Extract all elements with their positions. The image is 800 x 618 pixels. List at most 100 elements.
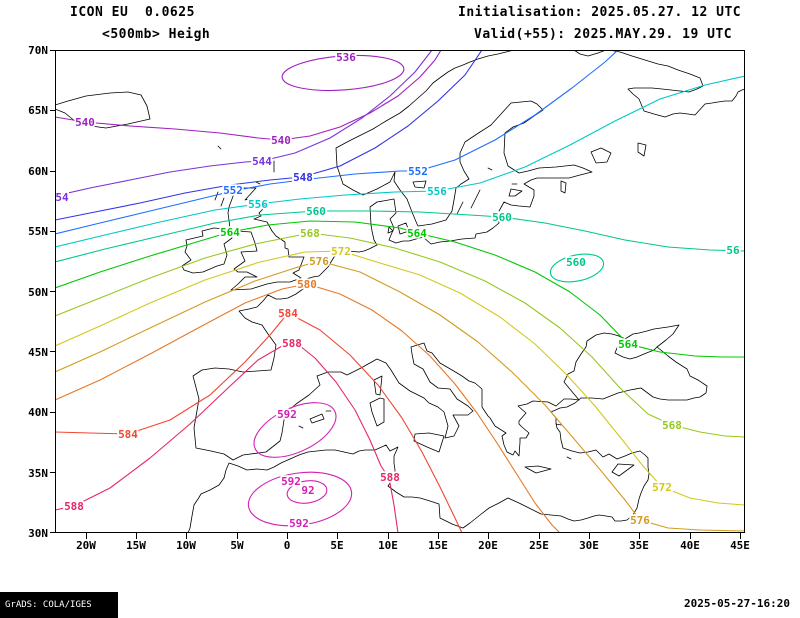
- contour-label-584: 584: [278, 307, 298, 320]
- contour-label-564: 564: [407, 227, 427, 240]
- grads-credit-badge: GrADS: COLA/IGES: [0, 592, 118, 618]
- map-frame: [50, 50, 745, 539]
- contour-label-568: 568: [300, 227, 320, 240]
- island-cyprus: [611, 463, 635, 477]
- contour-label-560: 560: [306, 205, 326, 218]
- lon-label: 5E: [330, 539, 343, 552]
- contour-label-556: 556: [427, 185, 447, 198]
- lon-label: 20E: [478, 539, 498, 552]
- contour-label-536: 536: [336, 51, 356, 64]
- contour-label-564: 564: [618, 338, 638, 351]
- contours-group: [55, 50, 745, 533]
- coastline-ireland: [181, 227, 233, 274]
- lon-label: 30E: [579, 539, 599, 552]
- valid-time-label: Valid(+55): 2025.MAY.29. 19 UTC: [474, 27, 733, 42]
- contour-label-572: 572: [331, 245, 351, 258]
- contour-label-580: 580: [297, 278, 317, 291]
- lake-onega: [637, 142, 647, 157]
- contour-line-556: [55, 75, 745, 248]
- island-sicily: [413, 432, 445, 453]
- map-border: [55, 50, 745, 533]
- lake-ladoga: [590, 147, 612, 164]
- lon-label: 10E: [378, 539, 398, 552]
- creation-timestamp: 2025-05-27-16:20: [684, 597, 790, 610]
- lon-label: 40E: [680, 539, 700, 552]
- contour-label-592-partial: 92: [301, 484, 314, 497]
- lat-label: 50N: [28, 286, 48, 299]
- lat-label: 45N: [28, 346, 48, 359]
- contour-label-544: 544: [252, 155, 272, 168]
- island-aegean: [555, 423, 572, 460]
- contour-line-572: [55, 250, 745, 506]
- lon-ticks: [86, 533, 741, 539]
- contour-line-576: [55, 260, 745, 532]
- contour-label-572: 572: [652, 481, 672, 494]
- contour-line-592-inner: [286, 480, 328, 504]
- contour-label-552: 552: [408, 165, 428, 178]
- model-title: ICON EU 0.0625: [70, 5, 195, 20]
- coastline-marmara: [550, 397, 582, 413]
- contour-label-544-clipped: 54: [55, 191, 69, 204]
- lon-label: 35E: [629, 539, 649, 552]
- coastline-iberia-scandinavia: [192, 50, 593, 461]
- contour-label-540: 540: [75, 116, 95, 129]
- contour-label-560-clipped: 56: [726, 244, 740, 257]
- lon-label: 0: [284, 539, 291, 552]
- lon-label: 20W: [76, 539, 96, 552]
- contour-label-584: 584: [118, 428, 138, 441]
- contour-line-580: [55, 283, 561, 533]
- lon-label: 15E: [428, 539, 448, 552]
- lat-ticks: [50, 50, 55, 533]
- contour-line-536: [281, 54, 405, 92]
- contour-label-540: 540: [271, 134, 291, 147]
- contour-label-556: 556: [248, 198, 268, 211]
- lat-label: 55N: [28, 225, 48, 238]
- lon-label: 15W: [126, 539, 146, 552]
- lat-label: 60N: [28, 165, 48, 178]
- lat-label: 40N: [28, 406, 48, 419]
- contour-line-552: [55, 50, 619, 235]
- lon-label: 10W: [176, 539, 196, 552]
- contour-line-568: [55, 232, 745, 438]
- coastline-britain: [227, 187, 305, 291]
- lat-label: 35N: [28, 467, 48, 480]
- field-title: <500mb> Heigh: [102, 27, 211, 42]
- coastline-mediterranean-north: [232, 342, 580, 461]
- lon-label: 45E: [730, 539, 750, 552]
- lat-label: 30N: [28, 527, 48, 540]
- lake-peipus: [560, 180, 567, 194]
- contour-line-588: [55, 341, 399, 533]
- contour-label-560: 560: [492, 211, 512, 224]
- contour-label-576: 576: [630, 514, 650, 527]
- contour-label-568: 568: [662, 419, 682, 432]
- lon-label: 5W: [230, 539, 244, 552]
- island-saaremaa: [508, 183, 523, 197]
- grads-credit-text: GrADS: COLA/IGES: [5, 600, 92, 610]
- contour-label-552: 552: [223, 184, 243, 197]
- contour-label-560-low: 560: [566, 256, 586, 269]
- coastline-north-africa-levant: [187, 411, 650, 533]
- contour-label-588: 588: [282, 337, 302, 350]
- contour-label-564: 564: [220, 226, 240, 239]
- coastline-varanger: [573, 50, 607, 57]
- island-scottish-isles: [214, 145, 493, 207]
- lat-axis-labels: 70N 65N 60N 55N 50N 45N 40N 35N 30N: [28, 44, 48, 540]
- coastline-kola-white-sea: [608, 50, 745, 118]
- island-crete: [524, 465, 552, 474]
- island-balearics: [298, 410, 332, 429]
- contour-line-584: [55, 312, 463, 533]
- lat-label: 65N: [28, 104, 48, 117]
- contour-line-544: [55, 50, 433, 197]
- coastlines-group: [55, 50, 745, 533]
- contour-label-576: 576: [309, 255, 329, 268]
- lon-label: 25E: [529, 539, 549, 552]
- coastline-iceland: [55, 91, 151, 129]
- contour-label-548: 548: [293, 171, 313, 184]
- contour-line-540: [55, 50, 442, 141]
- contour-label-588: 588: [64, 500, 84, 513]
- contour-label-588: 588: [380, 471, 400, 484]
- contour-labels-group: 536 540 540 54 544 548 552 552 556 556 5…: [54, 49, 742, 532]
- contour-line-560: [55, 210, 745, 263]
